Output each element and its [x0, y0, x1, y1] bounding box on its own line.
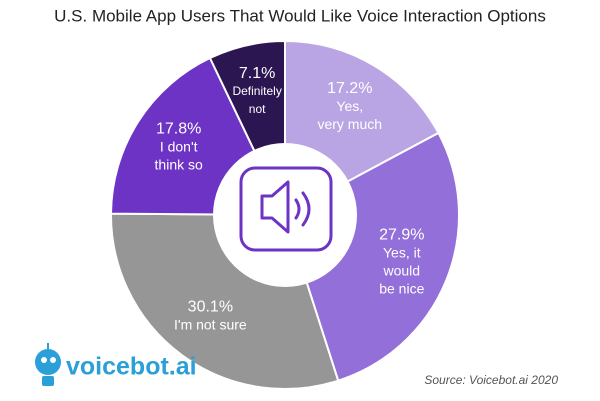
value-label: 7.1%	[239, 65, 275, 82]
category-label: not	[249, 102, 266, 116]
category-label: Definitely	[232, 84, 281, 98]
category-label: would	[383, 262, 421, 278]
source: Source: Voicebot.ai 2020	[424, 373, 558, 387]
category-label: I don't	[160, 138, 198, 154]
slice-label: 17.8% I don't think so	[155, 121, 203, 172]
value-label: 17.8%	[156, 121, 201, 138]
slice-label: 30.1% I'm not sure	[174, 299, 247, 332]
slice-label: 17.2% Yes, very much	[317, 80, 382, 131]
chart-title: U.S. Mobile App Users That Would Like Vo…	[54, 6, 546, 25]
slice-label: 27.9% Yes, it would be nice	[379, 226, 424, 295]
value-label: 27.9%	[379, 226, 424, 243]
category-label: very much	[317, 116, 382, 132]
value-label: 17.2%	[327, 80, 372, 97]
center-hole	[213, 143, 357, 287]
logo: voicebot.ai	[35, 343, 197, 386]
speaker-icon	[239, 166, 333, 252]
slice-label: 7.1% Definitely not	[232, 65, 281, 116]
category-label: think so	[155, 156, 203, 172]
category-label: I'm not sure	[174, 316, 247, 332]
logo-text: voicebot.ai	[66, 353, 197, 381]
category-label: Yes, it	[383, 244, 421, 260]
category-label: be nice	[379, 280, 424, 296]
category-label: Yes,	[336, 98, 363, 114]
value-label: 30.1%	[188, 299, 233, 316]
